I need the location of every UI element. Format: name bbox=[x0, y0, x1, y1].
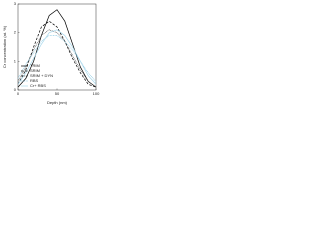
legend-label: Cr+ RBS bbox=[30, 83, 46, 88]
x-axis-label: Depth (nm) bbox=[47, 100, 68, 105]
series-line bbox=[17, 35, 97, 82]
x-tick-label: 100 bbox=[93, 91, 100, 96]
series-line bbox=[17, 20, 97, 88]
series-line bbox=[17, 29, 97, 85]
legend-label: RBS bbox=[30, 78, 39, 83]
y-tick-label: 0 bbox=[14, 87, 17, 92]
y-tick-label: 1 bbox=[14, 58, 17, 63]
x-tick-label: 0 bbox=[17, 91, 20, 96]
x-tick-label: 50 bbox=[55, 91, 60, 96]
series-line bbox=[17, 9, 97, 88]
y-tick-label: 2 bbox=[14, 30, 17, 35]
y-axis-label: Cr concentration (at. %) bbox=[2, 25, 7, 68]
legend-label: SRIM bbox=[30, 68, 40, 73]
chart: Depth (nm) Cr concentration (at. %) 0 50 1… bbox=[2, 1, 100, 105]
series-line bbox=[17, 29, 97, 88]
page: {"chart_data": {"type": "line", "x_label… bbox=[0, 0, 100, 110]
y-tick-label: 3 bbox=[14, 1, 17, 6]
legend-label: TRIM bbox=[30, 63, 40, 68]
legend-label: SRIM + DYN bbox=[30, 73, 53, 78]
